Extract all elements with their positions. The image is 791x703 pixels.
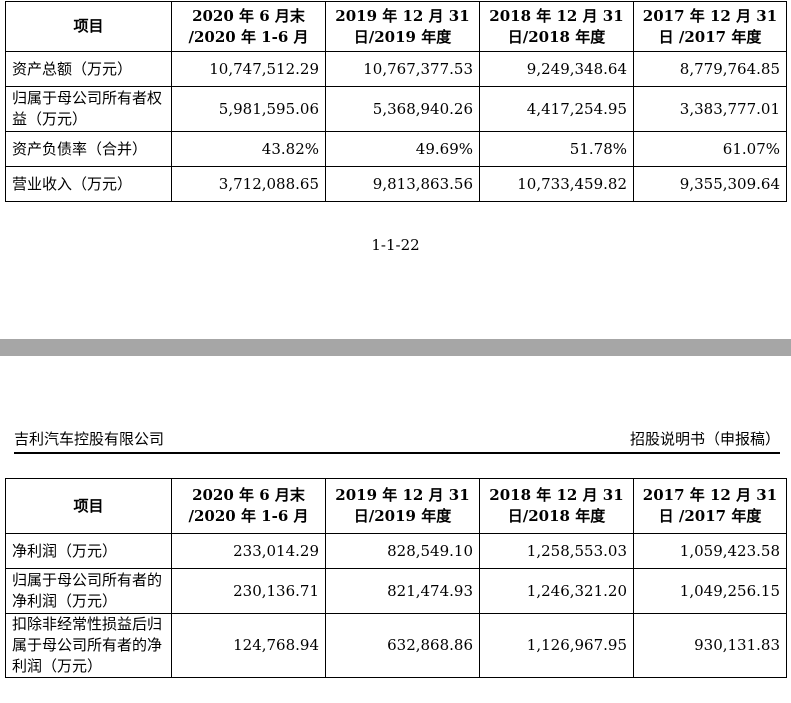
cell-value: 1,126,967.95	[479, 613, 634, 678]
cell-value: 930,131.83	[633, 613, 787, 678]
cell-value: 5,368,940.26	[325, 86, 480, 132]
cell-value: 49.69%	[325, 131, 480, 167]
cell-value: 4,417,254.95	[479, 86, 634, 132]
financial-table-bottom: 项目 2020 年 6 月末 /2020 年 1-6 月 2019 年 12 月…	[5, 478, 787, 678]
cell-value: 10,767,377.53	[325, 51, 480, 87]
cell-value: 3,712,088.65	[171, 166, 326, 202]
cell-value: 1,049,256.15	[633, 568, 787, 614]
table-header-row: 项目 2020 年 6 月末 /2020 年 1-6 月 2019 年 12 月…	[5, 1, 787, 52]
cell-value: 10,747,512.29	[171, 51, 326, 87]
cell-value: 230,136.71	[171, 568, 326, 614]
row-label: 归属于母公司所有者权益（万元）	[5, 86, 172, 132]
table-row-net-profit: 净利润（万元） 233,014.29 828,549.10 1,258,553.…	[5, 533, 787, 569]
financial-table-top: 项目 2020 年 6 月末 /2020 年 1-6 月 2019 年 12 月…	[5, 1, 787, 202]
document-header: 吉利汽车控股有限公司 招股说明书（申报稿）	[14, 426, 780, 454]
cell-value: 632,868.86	[325, 613, 480, 678]
row-label: 净利润（万元）	[5, 533, 172, 569]
cell-value: 9,249,348.64	[479, 51, 634, 87]
cell-value: 9,813,863.56	[325, 166, 480, 202]
header-period-2017: 2017 年 12 月 31 日 /2017 年度	[633, 1, 787, 52]
header-period-2020h1: 2020 年 6 月末 /2020 年 1-6 月	[171, 1, 326, 52]
page-separator	[0, 339, 791, 356]
cell-value: 3,383,777.01	[633, 86, 787, 132]
header-period-2019: 2019 年 12 月 31 日/2019 年度	[325, 1, 480, 52]
table-row-debt-ratio: 资产负债率（合并） 43.82% 49.69% 51.78% 61.07%	[5, 131, 787, 167]
table-row-parent-equity: 归属于母公司所有者权益（万元） 5,981,595.06 5,368,940.2…	[5, 86, 787, 132]
cell-value: 1,258,553.03	[479, 533, 634, 569]
row-label: 营业收入（万元）	[5, 166, 172, 202]
cell-value: 1,059,423.58	[633, 533, 787, 569]
cell-value: 10,733,459.82	[479, 166, 634, 202]
header-item: 项目	[5, 1, 172, 52]
table-header-row: 项目 2020 年 6 月末 /2020 年 1-6 月 2019 年 12 月…	[5, 478, 787, 534]
table-row-parent-net-profit: 归属于母公司所有者的净利润（万元） 230,136.71 821,474.93 …	[5, 568, 787, 614]
document-type: 招股说明书（申报稿）	[629, 430, 780, 448]
cell-value: 61.07%	[633, 131, 787, 167]
row-label: 归属于母公司所有者的净利润（万元）	[5, 568, 172, 614]
table-row-deducted-net-profit: 扣除非经常性损益后归属于母公司所有者的净利润（万元） 124,768.94 63…	[5, 613, 787, 678]
row-label: 扣除非经常性损益后归属于母公司所有者的净利润（万元）	[5, 613, 172, 678]
cell-value: 233,014.29	[171, 533, 326, 569]
header-period-2019: 2019 年 12 月 31 日/2019 年度	[325, 478, 480, 534]
cell-value: 5,981,595.06	[171, 86, 326, 132]
header-item: 项目	[5, 478, 172, 534]
cell-value: 1,246,321.20	[479, 568, 634, 614]
cell-value: 43.82%	[171, 131, 326, 167]
header-period-2018: 2018 年 12 月 31 日/2018 年度	[479, 1, 634, 52]
cell-value: 8,779,764.85	[633, 51, 787, 87]
cell-value: 124,768.94	[171, 613, 326, 678]
table-row-revenue: 营业收入（万元） 3,712,088.65 9,813,863.56 10,73…	[5, 166, 787, 202]
page-number: 1-1-22	[371, 236, 420, 254]
header-period-2017: 2017 年 12 月 31 日 /2017 年度	[633, 478, 787, 534]
row-label: 资产负债率（合并）	[5, 131, 172, 167]
company-name: 吉利汽车控股有限公司	[14, 430, 165, 448]
cell-value: 51.78%	[479, 131, 634, 167]
cell-value: 821,474.93	[325, 568, 480, 614]
header-period-2018: 2018 年 12 月 31 日/2018 年度	[479, 478, 634, 534]
table-row-total-assets: 资产总额（万元） 10,747,512.29 10,767,377.53 9,2…	[5, 51, 787, 87]
cell-value: 828,549.10	[325, 533, 480, 569]
cell-value: 9,355,309.64	[633, 166, 787, 202]
row-label: 资产总额（万元）	[5, 51, 172, 87]
header-period-2020h1: 2020 年 6 月末 /2020 年 1-6 月	[171, 478, 326, 534]
